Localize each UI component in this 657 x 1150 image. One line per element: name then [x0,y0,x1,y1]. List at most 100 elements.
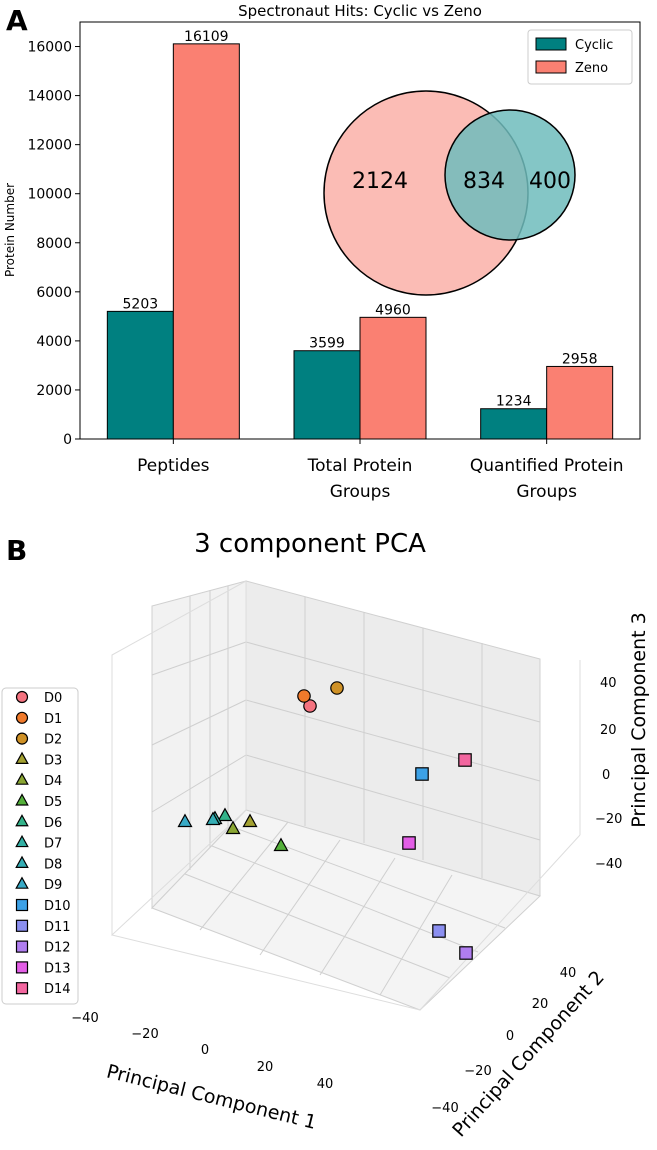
pca-point-d14 [458,753,472,767]
legend-label-d14: D14 [44,982,71,997]
legend-label-d6: D6 [44,816,62,831]
pca-point-d12 [459,946,473,960]
venn-cyclic-circle [444,109,576,241]
legend-label-d3: D3 [44,753,62,768]
bar-zeno [359,316,427,440]
bar-cyclic [293,350,361,440]
pca-z-tick: 40 [600,676,617,691]
panel-a-label: A [6,4,28,37]
venn-cyclic-only-count: 400 [529,169,571,194]
pca-points [177,681,473,960]
legend-marker-d8 [15,855,29,868]
legend-label-d2: D2 [44,733,62,748]
pca-3d-axes: −40 −20 0 20 40 −40 −20 0 20 40 40 20 0 … [71,580,650,1142]
pca-z-tick: 0 [602,768,610,783]
legend-label-d13: D13 [44,961,71,976]
legend-marker-d11 [15,919,29,932]
legend-marker-d3 [15,751,29,764]
legend-label-d1: D1 [44,712,62,727]
pca-y-tick: −40 [431,1101,458,1116]
pca-point-d10 [415,767,429,781]
legend-swatch-zeno [535,60,567,74]
legend-marker-d1 [15,711,29,724]
bar-value-label: 2958 [562,351,598,367]
pca-point-d1 [297,689,311,703]
pca-point-d4 [225,820,241,835]
legend-marker-d9 [15,876,29,889]
y-tick-label: 8000 [36,236,72,252]
pca-point-d3 [242,813,258,828]
legend-marker-d0 [15,690,29,704]
pca-title: 3 component PCA [194,529,426,559]
legend-marker-d5 [15,793,29,806]
legend-label-d10: D10 [44,899,71,914]
venn-zeno-only-count: 2124 [352,169,408,194]
pca-x-tick: 40 [317,1077,334,1092]
bar-chart-title: Spectronaut Hits: Cyclic vs Zeno [238,2,482,20]
bar-chart-plot-area: 0 2000 4000 6000 8000 10000 12000 14000 16000 52… [27,21,641,502]
pca-y-tick: 40 [560,966,577,981]
pca-x-axis-line [111,934,421,1011]
legend-label-d11: D11 [44,920,71,935]
panel-b-label: B [6,534,27,567]
pca-y-ticks: −40 −20 0 20 40 [431,966,576,1116]
legend-label-d0: D0 [44,691,62,706]
pca-y-tick: 0 [506,1029,514,1044]
pca-point-d11 [432,924,446,938]
pca-floor-pane [151,809,541,1011]
pca-z-ticks: 40 20 0 −20 −40 [595,676,622,872]
pca-point-d13 [402,836,416,850]
pca-point-d0 [303,699,317,713]
pca-x-tick: −20 [131,1027,158,1042]
pca-y-axis-line [419,834,581,1011]
legend-marker-d14 [15,982,29,995]
x-tick-label: Groups [516,482,577,502]
y-tick-label: 16000 [27,40,72,56]
pca-point-d8 [205,811,221,826]
pca-x-ticks: −40 −20 0 20 40 [71,1011,333,1092]
pca-point-d2 [330,681,344,695]
bar-zeno [546,365,614,440]
bar-cyclic [480,408,548,440]
x-tick-label: Groups [330,482,391,502]
pca-z-tick: −20 [595,812,622,827]
pca-y-tick: −20 [464,1064,491,1079]
pca-x-tick: −40 [71,1011,98,1026]
legend-marker-d12 [15,940,29,953]
bar-value-label: 4960 [375,302,411,318]
bar-value-label: 3599 [309,336,345,352]
legend-marker-d4 [15,772,29,785]
pca-x-tick: 0 [201,1043,209,1058]
bar-cyclic [106,310,174,440]
pca-point-d5 [273,837,289,852]
legend-label-d9: D9 [44,878,62,893]
pca-y-axis-label: Principal Component 2 [448,967,609,1142]
bar-value-label: 5203 [123,296,159,312]
x-tick-label: Quantified Protein [470,456,624,476]
y-tick-label: 12000 [27,138,72,154]
x-tick-label: Peptides [137,456,210,476]
bar-chart-data-labels: 5203 16109 3599 4960 1234 2958 [123,29,598,410]
legend-marker-d2 [15,732,29,745]
y-tick-label: 14000 [27,89,72,105]
pca-x-axis-label: Principal Component 1 [104,1060,318,1133]
legend-marker-d7 [15,834,29,848]
legend-label-d4: D4 [44,774,62,789]
legend-label-cyclic: Cyclic [575,38,613,53]
legend-swatch-cyclic [535,37,567,51]
pca-x-tick: 20 [257,1060,274,1075]
pca-legend-box [1,687,79,1005]
pca-z-tick: −40 [595,857,622,872]
pca-point-d6 [217,807,233,822]
legend-marker-d10 [15,898,29,912]
bar-chart-x-axis: Peptides Total Protein Groups Quantified Pr… [137,439,624,502]
bar-value-label: 16109 [184,29,229,45]
venn-diagram: 2124 834 400 [323,90,576,296]
y-tick-label: 6000 [36,285,72,301]
bar-chart-y-axis: 0 2000 4000 6000 8000 10000 12000 14000 16000 [27,40,80,448]
venn-overlap-count: 834 [463,169,505,194]
y-tick-label: 0 [63,432,72,448]
pca-gridlines [151,586,541,996]
pca-y-tick: 20 [532,997,549,1012]
